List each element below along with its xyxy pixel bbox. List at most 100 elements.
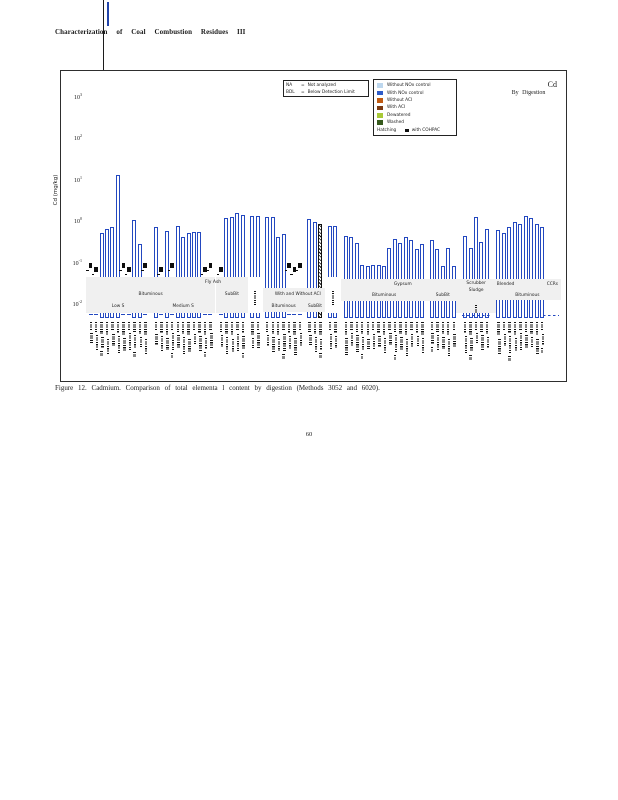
y-axis-tick-label: 10-1 bbox=[72, 257, 82, 267]
legend-row: Dewatered bbox=[377, 112, 453, 119]
bdl-bottom-dash bbox=[88, 314, 93, 316]
x-tick-label bbox=[335, 336, 338, 348]
bdl-marker bbox=[298, 263, 302, 268]
legend-swatch-icon bbox=[377, 83, 383, 88]
bar bbox=[474, 216, 478, 318]
legend-swatch-icon bbox=[377, 90, 383, 96]
band-label: Bituminous bbox=[138, 292, 163, 297]
x-tick-label bbox=[299, 333, 303, 347]
x-tick-label bbox=[389, 333, 392, 345]
x-tick-label bbox=[416, 336, 419, 346]
bar bbox=[115, 175, 120, 318]
x-tick-label bbox=[436, 335, 440, 351]
bdl-bottom-dash bbox=[202, 314, 207, 316]
vertical-label-illegible bbox=[331, 291, 334, 305]
x-tick-label bbox=[182, 322, 185, 334]
x-tick-label bbox=[288, 336, 292, 349]
bar bbox=[512, 221, 517, 318]
x-tick-label bbox=[271, 322, 274, 334]
bdl-marker bbox=[159, 267, 163, 272]
x-tick-label bbox=[329, 334, 332, 350]
x-tick-label bbox=[328, 322, 332, 331]
x-tick-label bbox=[367, 339, 370, 349]
figure-title: Cd bbox=[547, 80, 557, 89]
y-axis-tick-label: 103 bbox=[74, 91, 82, 101]
x-tick-label bbox=[502, 322, 506, 331]
x-tick-label bbox=[127, 322, 131, 330]
x-tick-label bbox=[400, 337, 403, 350]
abbreviation-row: NA = Not analyzed bbox=[286, 83, 336, 88]
bdl-marker bbox=[170, 263, 174, 268]
x-tick-label bbox=[344, 322, 348, 335]
bar bbox=[409, 239, 414, 318]
running-header: Characterization of Coal Combustion Resi… bbox=[55, 28, 246, 36]
bdl-marker-dash bbox=[216, 273, 220, 275]
bdl-marker-dash bbox=[200, 273, 204, 275]
bdl-marker-dash bbox=[124, 273, 128, 275]
band-label-fly-ash: Fly Ash bbox=[204, 280, 222, 285]
bar bbox=[312, 221, 317, 318]
bar bbox=[540, 226, 545, 318]
x-tick-label bbox=[366, 322, 369, 336]
bar bbox=[110, 226, 115, 318]
x-tick-label bbox=[436, 322, 439, 332]
x-tick-label bbox=[421, 322, 424, 335]
bdl-marker-dash bbox=[141, 269, 144, 271]
x-tick-label bbox=[464, 322, 467, 333]
x-tick-label bbox=[257, 333, 260, 348]
vertical-label-illegible bbox=[475, 305, 478, 313]
legend-row: Without ACI bbox=[377, 97, 453, 104]
legend-swatch-icon bbox=[377, 105, 383, 111]
x-tick-label bbox=[251, 322, 254, 335]
band-label: SubBit bbox=[307, 304, 322, 309]
x-tick-label bbox=[105, 322, 109, 336]
x-tick-label bbox=[314, 337, 317, 352]
x-tick-label bbox=[497, 322, 500, 336]
x-tick-label bbox=[282, 322, 285, 331]
x-tick-label bbox=[320, 339, 323, 350]
x-tick-label bbox=[266, 322, 269, 332]
band-label: Gypsum bbox=[393, 282, 412, 287]
color-legend: Without NOx control With NOx control Witho… bbox=[373, 79, 457, 136]
x-tick-label bbox=[95, 335, 99, 350]
bar bbox=[99, 232, 104, 318]
bdl-bottom-dash bbox=[208, 314, 213, 316]
bdl-marker bbox=[287, 263, 291, 268]
band-box bbox=[216, 277, 248, 313]
x-tick-label bbox=[474, 322, 478, 330]
x-tick-label bbox=[199, 336, 202, 351]
bdl-marker bbox=[219, 267, 223, 272]
x-tick-label bbox=[430, 322, 434, 330]
x-tick-label bbox=[345, 338, 348, 355]
x-tick-label bbox=[355, 322, 358, 332]
bar bbox=[164, 231, 169, 318]
bdl-bottom-dash bbox=[121, 314, 126, 316]
bar bbox=[175, 225, 180, 318]
x-tick-label bbox=[361, 354, 364, 359]
band-label: Medium S bbox=[172, 304, 194, 309]
x-tick-label bbox=[393, 322, 397, 332]
bdl-bottom-dash bbox=[297, 314, 302, 316]
bdl-marker-dash bbox=[284, 269, 288, 271]
x-tick-label bbox=[536, 339, 539, 354]
x-tick-label bbox=[298, 322, 302, 330]
x-tick-label bbox=[203, 322, 207, 335]
x-tick-label bbox=[481, 335, 484, 350]
y-axis-tick-label: 100 bbox=[74, 216, 82, 225]
x-tick-label bbox=[134, 335, 137, 349]
x-tick-label bbox=[356, 335, 359, 353]
x-tick-label bbox=[220, 335, 223, 347]
bar bbox=[197, 232, 202, 318]
bdl-marker-dash bbox=[206, 269, 209, 271]
bar bbox=[429, 239, 434, 318]
bdl-bottom-dash bbox=[126, 314, 131, 316]
x-tick-label bbox=[309, 335, 312, 345]
x-tick-label bbox=[242, 336, 245, 350]
x-tick-label bbox=[503, 334, 506, 346]
x-tick-label bbox=[230, 322, 234, 336]
x-tick-label bbox=[319, 353, 322, 358]
x-tick-label bbox=[182, 337, 186, 355]
bdl-marker bbox=[88, 263, 93, 268]
x-tick-label bbox=[410, 322, 413, 331]
x-tick-label bbox=[319, 322, 322, 336]
